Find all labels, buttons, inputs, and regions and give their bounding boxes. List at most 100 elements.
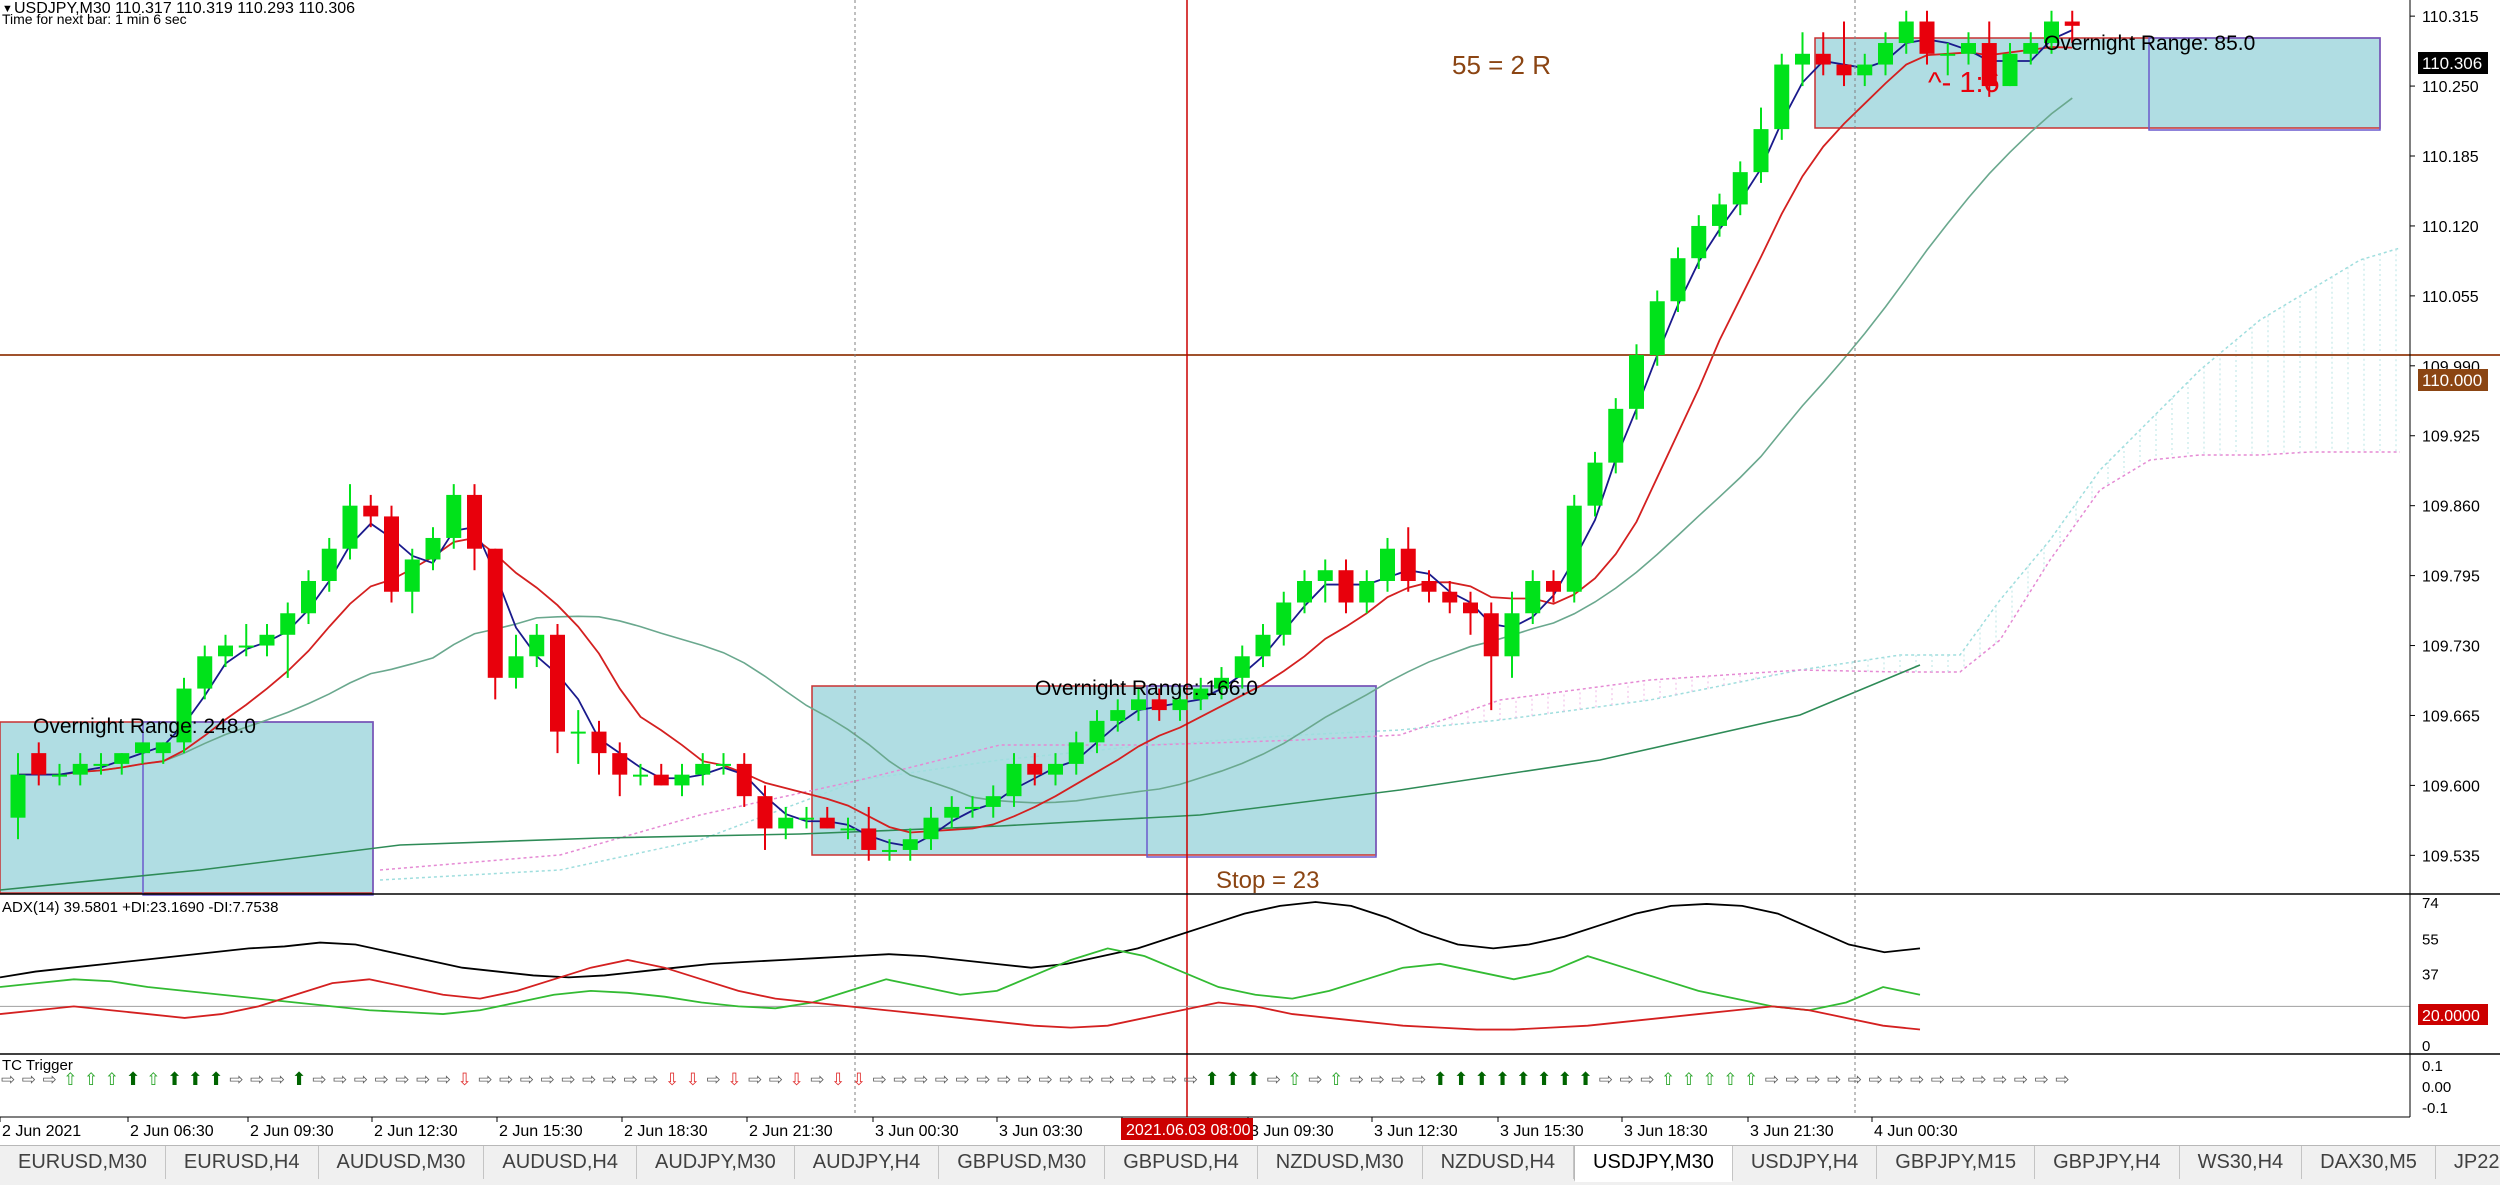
tc-signal-arrow: ⬆ — [1225, 1069, 1240, 1090]
tc-signal-arrow: ⇨ — [1806, 1070, 1820, 1090]
candle-body — [1898, 21, 1914, 44]
tc-signal-arrow: ⬆ — [126, 1069, 141, 1090]
candle-body — [716, 763, 731, 766]
candle-body — [2002, 53, 2018, 87]
axes: 110.315 110.250 110.185 110.120 110.055 109.9… — [0, 0, 2500, 1140]
price-pane — [0, 0, 2500, 1117]
price-tick-label: 109.860 — [2422, 499, 2480, 516]
tc-signal-arrow: ⇧ — [1288, 1070, 1302, 1090]
adx-tick-label: 74 — [2422, 895, 2439, 912]
overnight-range-label-1: Overnight Range: 248.0 — [33, 715, 256, 738]
tab-eurusd-h4[interactable]: EURUSD,H4 — [166, 1146, 319, 1179]
candle-body — [1172, 699, 1188, 711]
price-tick-label: 109.730 — [2422, 639, 2480, 656]
candle-body — [1463, 602, 1478, 614]
candle-body — [1587, 462, 1603, 506]
candle-body — [425, 537, 441, 560]
tc-signal-arrow: ⇨ — [333, 1070, 347, 1090]
tc-signal-arrow: ⬆ — [292, 1069, 307, 1090]
tab-gbpusd-m30[interactable]: GBPUSD,M30 — [939, 1146, 1106, 1179]
tc-signal-arrow: ⇨ — [1952, 1070, 1966, 1090]
tc-signal-arrow: ⇨ — [810, 1070, 824, 1090]
tab-gbpjpy-h4[interactable]: GBPJPY,H4 — [2035, 1146, 2180, 1179]
tab-audjpy-m30[interactable]: AUDJPY,M30 — [637, 1146, 795, 1179]
candle-body — [1608, 408, 1624, 463]
tc-signal-arrow: ⇧ — [1703, 1070, 1717, 1090]
tab-eurusd-m30[interactable]: EURUSD,M30 — [0, 1146, 166, 1179]
tc-signal-arrow: ⇨ — [1, 1070, 15, 1090]
tc-signal-arrow: ⇨ — [1018, 1070, 1032, 1090]
candle-body — [965, 806, 980, 809]
ma-21-line — [18, 97, 2073, 804]
time-tick-label: 3 Jun 18:30 — [1624, 1123, 1708, 1140]
candle-body — [197, 656, 213, 689]
candle-body — [1981, 43, 1997, 87]
price-tick-label: 110.185 — [2422, 149, 2479, 166]
tc-signal-arrow: ⇨ — [976, 1070, 990, 1090]
adx-tick-label: 0 — [2422, 1038, 2430, 1055]
tab-gbpjpy-m15[interactable]: GBPJPY,M15 — [1877, 1146, 2036, 1179]
tab-audusd-m30[interactable]: AUDUSD,M30 — [319, 1146, 485, 1179]
candle-body — [633, 774, 648, 777]
overnight-range-box — [1814, 37, 2381, 129]
tc-signal-arrow: ⇨ — [499, 1070, 513, 1090]
candle-body — [176, 688, 192, 743]
tc-signal-arrow: ⇨ — [893, 1070, 907, 1090]
tc-trigger-pane: 0.10.00-0.1⇨ ⇨ ⇨ ⇧ ⇧ ⇧ ⬆ ⇧ ⬆ ⬆ ⬆ ⇨ ⇨ ⇨ ⬆ ⇨ ⇨ ⇨ ⇨ ⇨ ⇨ ⇨ ⇩ ⇨ ⇨ ⇨ ⇨ ⇨ ⇨… — [1, 1058, 2451, 1117]
tab-usdjpy-h4[interactable]: USDJPY,H4 — [1733, 1146, 1878, 1179]
tab-nzdusd-m30[interactable]: NZDUSD,M30 — [1258, 1146, 1423, 1179]
candle-body — [612, 753, 628, 775]
tab-usdjpy-m30[interactable]: USDJPY,M30 — [1574, 1146, 1733, 1182]
tc-signal-arrow: ⇨ — [769, 1070, 783, 1090]
tc-tick-label: 0.00 — [2422, 1079, 2451, 1096]
candle-body — [882, 849, 897, 852]
tc-signal-arrow: ⇨ — [1765, 1070, 1779, 1090]
tc-signal-arrow: ⇨ — [1786, 1070, 1800, 1090]
tc-signal-arrow: ⬆ — [1557, 1069, 1572, 1090]
candle-body — [259, 634, 275, 646]
time-tick-label: 3 Jun 12:30 — [1374, 1123, 1458, 1140]
tab-dax30-m5[interactable]: DAX30,M5 — [2302, 1146, 2436, 1179]
candle-body — [467, 494, 482, 549]
chart-area[interactable]: 745537180 0.10.00-0.1⇨⇨⇨⇧⇧⇧⬆⇧⬆⬆⬆⇨⇨⇨⬆⇨⇨⇨⇨… — [0, 0, 2500, 1145]
candle-body — [72, 763, 88, 775]
tc-signal-arrow: ⇨ — [748, 1070, 762, 1090]
tc-signal-arrow: ⇨ — [873, 1070, 887, 1090]
tc-signal-arrow: ⇨ — [1848, 1070, 1862, 1090]
tab-ws30-h4[interactable]: WS30,H4 — [2180, 1146, 2303, 1179]
tc-signal-arrow: ⇧ — [1723, 1070, 1737, 1090]
candle-body — [1317, 570, 1333, 581]
tab-nzdusd-h4[interactable]: NZDUSD,H4 — [1423, 1146, 1575, 1179]
candle-body — [280, 613, 296, 635]
time-tick-label: 3 Jun 21:30 — [1750, 1123, 1834, 1140]
adx-line — [0, 901, 1921, 979]
candle-body — [93, 763, 109, 766]
candle-body — [778, 817, 794, 829]
level-price-value: 110.000 — [2422, 371, 2482, 390]
dropdown-icon[interactable]: ▼ — [2, 3, 13, 15]
tc-signal-arrow: ⇨ — [624, 1070, 638, 1090]
tc-signal-arrow: ⇩ — [665, 1070, 679, 1090]
tab-audusd-h4[interactable]: AUDUSD,H4 — [484, 1146, 637, 1179]
time-tick-label: 3 Jun 09:30 — [1250, 1123, 1334, 1140]
tc-signal-arrow: ⇨ — [935, 1070, 949, 1090]
tc-signal-arrow: ⇨ — [1412, 1070, 1426, 1090]
overnight-range-inner-box — [142, 721, 374, 896]
tc-signal-arrow: ⇨ — [2014, 1070, 2028, 1090]
crosshair-time-value: 2021.06.03 08:00 — [1126, 1122, 1251, 1139]
cloud-span-b — [379, 451, 2400, 871]
time-tick-label: 3 Jun 03:30 — [999, 1123, 1083, 1140]
candle-body — [840, 828, 856, 831]
candle-body — [218, 645, 233, 657]
tab-gbpusd-h4[interactable]: GBPUSD,H4 — [1105, 1146, 1258, 1179]
tab-jp225-weekly[interactable]: JP225,Weekly — [2436, 1146, 2500, 1179]
candle-body — [1961, 43, 1976, 54]
tc-signal-arrow: ⇨ — [22, 1070, 36, 1090]
price-tick-label: 109.665 — [2422, 708, 2480, 725]
tc-signal-arrow: ⬆ — [1516, 1069, 1531, 1090]
crosshair-time-tag — [1121, 1118, 1253, 1140]
candle-body — [1359, 580, 1375, 603]
tc-signal-arrow: ⇩ — [686, 1070, 700, 1090]
tc-signal-arrow: ⬆ — [188, 1069, 203, 1090]
tab-audjpy-h4[interactable]: AUDJPY,H4 — [795, 1146, 940, 1179]
